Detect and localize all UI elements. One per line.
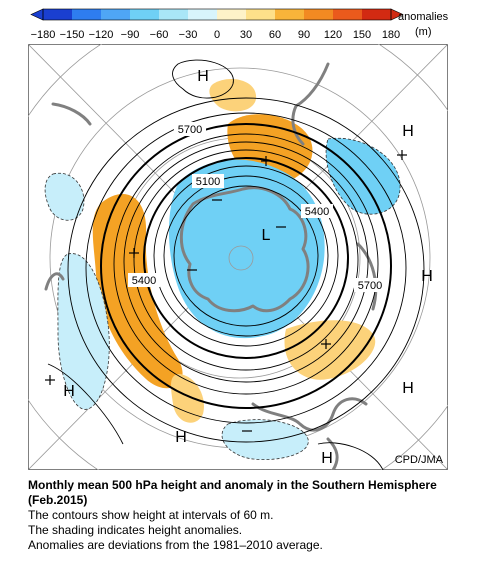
positive-anomaly-northwest xyxy=(209,79,257,112)
contour-labels: 5700 5100 5400 5400 5700 xyxy=(128,122,386,292)
contour-label-5700-east: 5700 xyxy=(358,280,382,292)
coastlines xyxy=(44,62,378,470)
high-center-6: H xyxy=(175,429,187,446)
contour-label-5400-east: 5400 xyxy=(305,206,329,218)
high-center-5: H xyxy=(63,383,75,400)
positive-anomaly-shading xyxy=(92,79,376,423)
negative-anomaly-southwest xyxy=(57,253,110,410)
colorbar-tick-label: −150 xyxy=(60,29,85,41)
eastern-coast xyxy=(356,242,378,311)
colorbar-tick-label: −30 xyxy=(179,29,198,41)
high-center-4: H xyxy=(402,380,414,397)
colorbar-tick-label: 60 xyxy=(269,29,281,41)
colorbar-tick-label: 0 xyxy=(214,29,220,41)
high-center-3: H xyxy=(421,268,433,285)
colorbar-tick-label: 90 xyxy=(298,29,310,41)
legend-unit: (m) xyxy=(415,26,432,38)
caption-line-anomalies: Anomalies are deviations from the 1981–2… xyxy=(28,538,323,552)
contour-label-5400-west: 5400 xyxy=(132,275,156,287)
colorbar-swatch xyxy=(72,9,102,20)
colorbar-tick-label: −180 xyxy=(31,29,56,41)
madagascar-coast xyxy=(44,272,65,291)
colorbar-swatch xyxy=(130,9,160,20)
anomaly-colorbar: −180 −150 −120 −90 −60 −30 0 30 60 90 120 150 180 an… xyxy=(30,8,449,41)
south-america-coast xyxy=(291,62,330,146)
height-contours xyxy=(47,59,425,470)
colorbar-swatch xyxy=(246,9,276,20)
caption-line-contours: The contours show height at intervals of… xyxy=(28,508,274,522)
positive-anomaly-south xyxy=(170,374,204,423)
colorbar-swatch xyxy=(159,9,189,20)
colorbar-swatch xyxy=(333,9,363,20)
colorbar-tick-label: 30 xyxy=(240,29,252,41)
positive-anomaly-west xyxy=(92,194,183,389)
high-center-1: H xyxy=(197,68,209,85)
contour-label-5100: 5100 xyxy=(196,176,220,188)
colorbar-tick-label: −120 xyxy=(89,29,114,41)
colorbar-swatch xyxy=(101,9,131,20)
colorbar-tick-label: 150 xyxy=(353,29,371,41)
australia-coast xyxy=(251,397,368,432)
figure-caption: Monthly mean 500 hPa height and anomaly … xyxy=(28,478,468,553)
caption-title: Monthly mean 500 hPa height and anomaly … xyxy=(28,478,437,507)
colorbar-swatch xyxy=(275,9,305,20)
africa-coast xyxy=(51,102,92,126)
colorbar-swatch xyxy=(217,9,247,20)
colorbar-swatch xyxy=(188,9,218,20)
colorbar-swatches xyxy=(30,8,404,21)
positive-anomaly-southeast xyxy=(284,320,376,380)
colorbar-swatch xyxy=(304,9,334,20)
colorbar-tick-label: −60 xyxy=(150,29,169,41)
newzealand-coast xyxy=(326,437,339,470)
colorbar-tick-label: 180 xyxy=(382,29,400,41)
low-center: L xyxy=(262,227,271,244)
antarctica-coast xyxy=(179,186,310,313)
colorbar-ticks: −180 −150 −120 −90 −60 −30 0 30 60 90 120 150 180 xyxy=(31,29,401,41)
colorbar-min-arrow xyxy=(30,8,44,21)
negative-anomaly-west xyxy=(44,172,85,221)
colorbar-swatch xyxy=(43,9,73,20)
center-marks xyxy=(45,150,407,432)
high-center-2: H xyxy=(402,123,414,140)
high-center-7: H xyxy=(321,450,333,467)
colorbar-tick-label: −90 xyxy=(121,29,140,41)
colorbar-tick-label: 120 xyxy=(324,29,342,41)
negative-anomaly-shading xyxy=(44,137,401,460)
caption-line-shading: The shading indicates height anomalies. xyxy=(28,523,243,537)
credit-label: CPD/JMA xyxy=(395,454,444,466)
legend-title: anomalies xyxy=(398,11,449,23)
pressure-centers: H H H H H H H L xyxy=(63,68,433,467)
pole-marker xyxy=(228,245,254,271)
colorbar-swatch xyxy=(362,9,392,20)
polar-map: 5700 5100 5400 5400 5700 H H H H H H H L… xyxy=(28,44,448,470)
contour-label-5700-north: 5700 xyxy=(178,124,202,136)
negative-anomaly-northeast xyxy=(325,137,401,215)
